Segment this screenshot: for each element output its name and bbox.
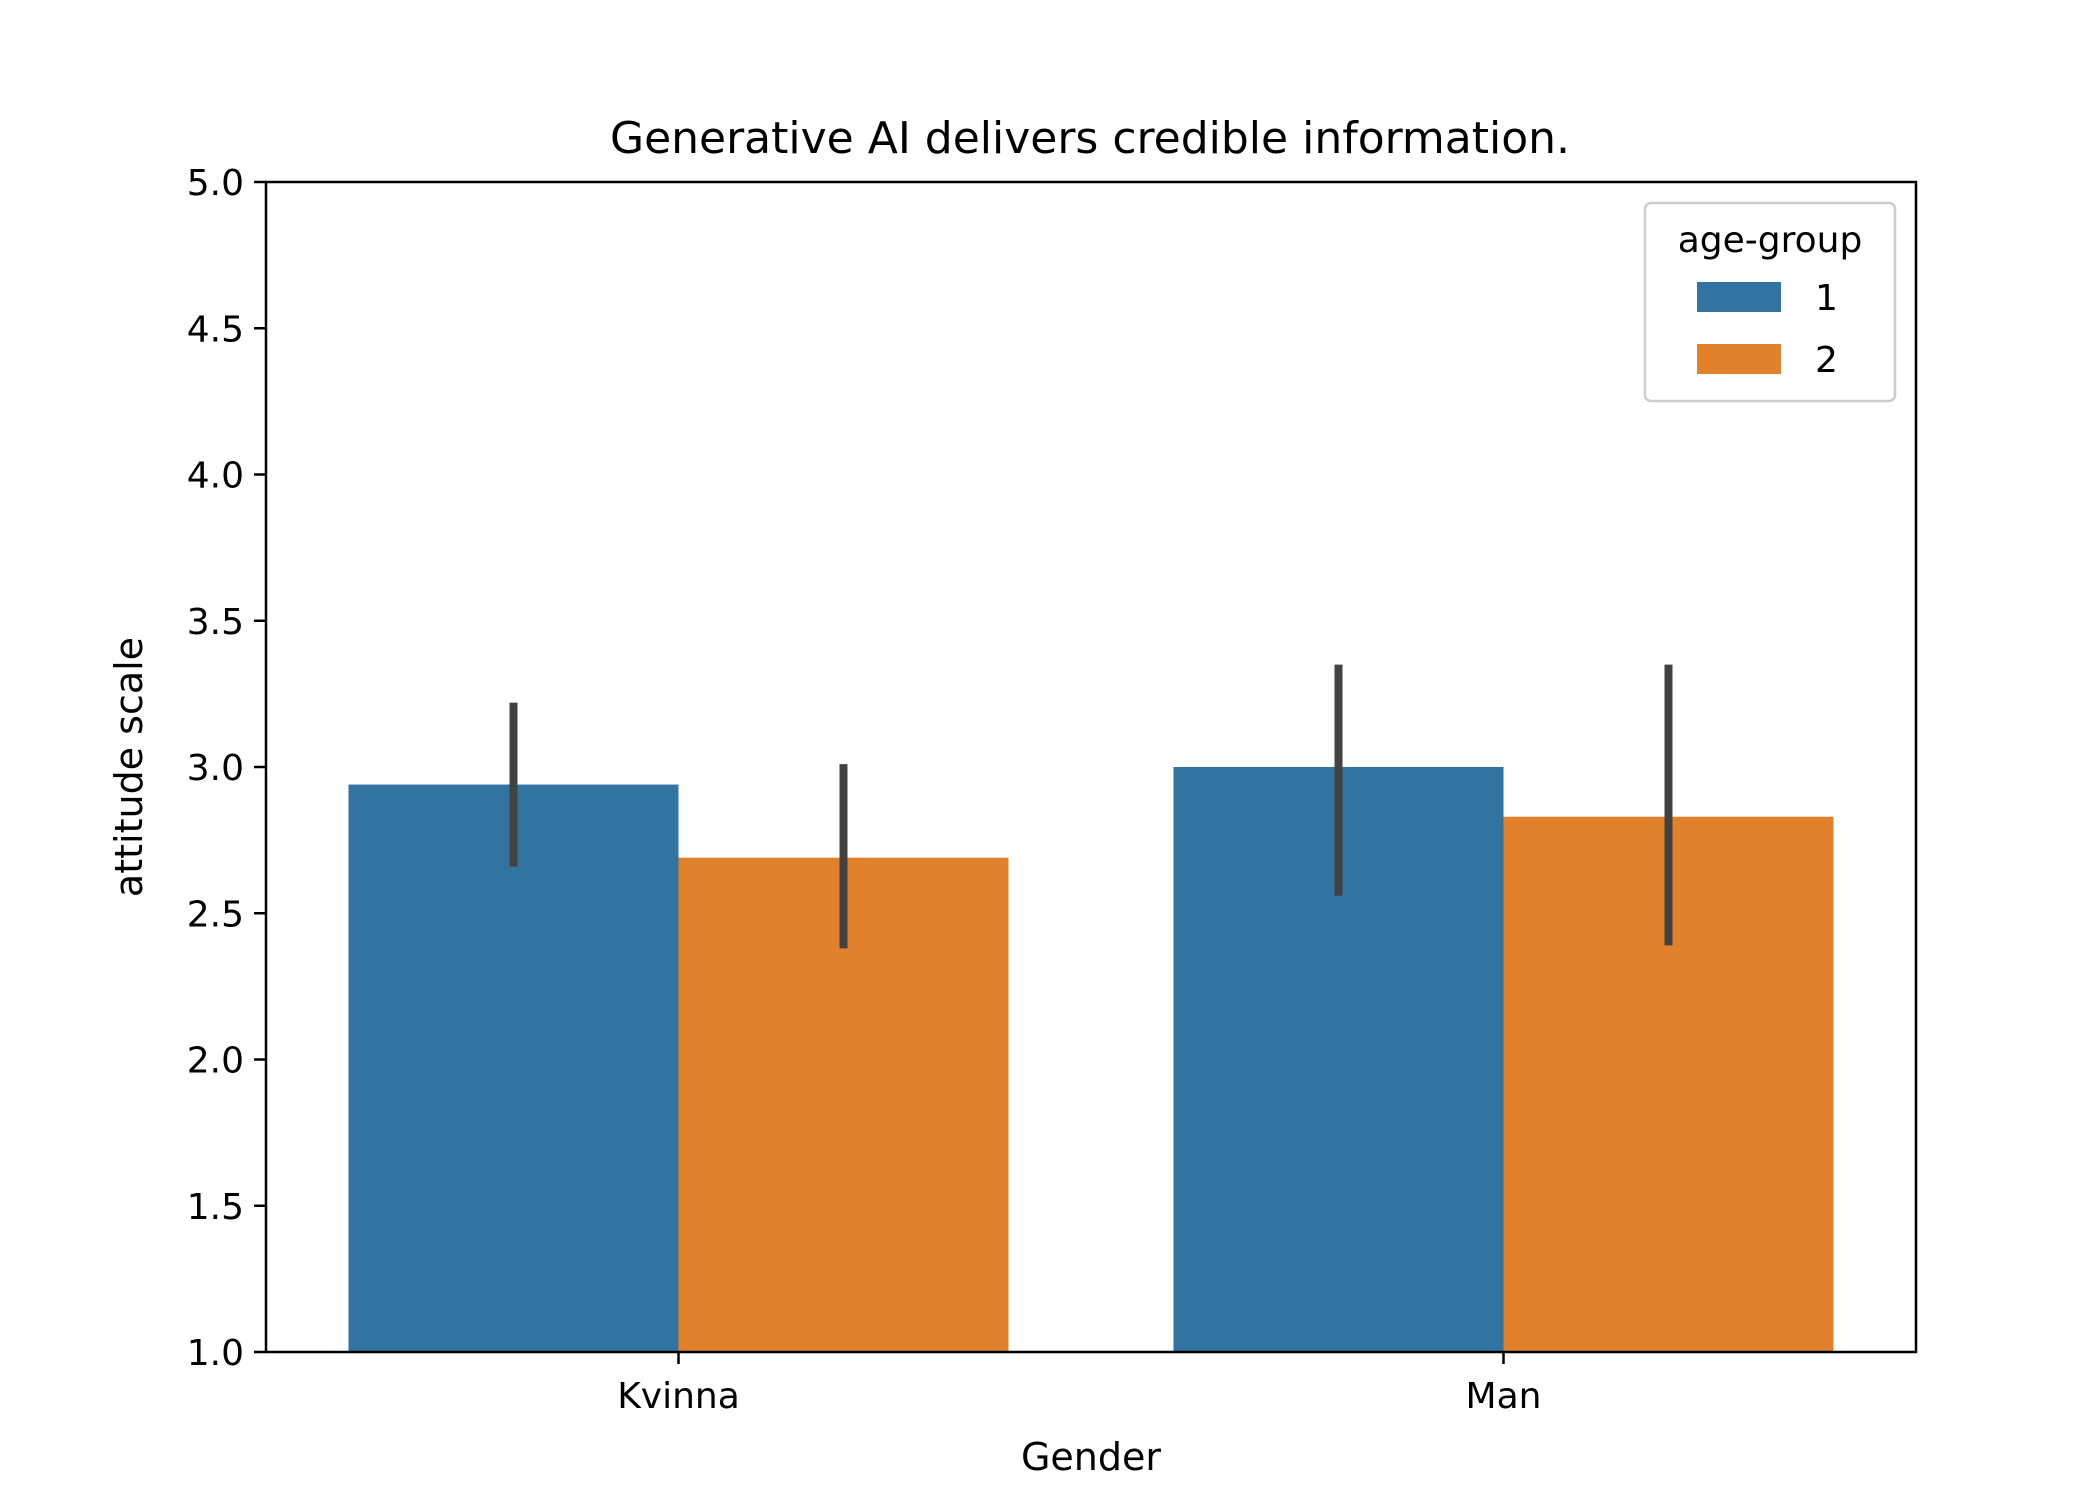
y-tick-label: 3.5 <box>187 602 244 643</box>
x-tick-label-kvinna: Kvinna <box>617 1376 740 1417</box>
bar-kvinna-group-1 <box>348 784 679 1352</box>
y-tick-label: 4.0 <box>187 456 244 497</box>
y-tick-label: 1.5 <box>187 1187 244 1228</box>
y-tick-label: 5.0 <box>187 163 244 204</box>
legend-swatch-1 <box>1697 282 1781 312</box>
legend-label-1: 1 <box>1815 278 1838 319</box>
y-tick-label: 2.5 <box>187 894 244 935</box>
x-axis-label: Gender <box>1021 1435 1161 1479</box>
error-bars-layer <box>509 664 1673 949</box>
y-tick-label: 3.0 <box>187 748 244 789</box>
x-axis: Kvinna Man <box>617 1352 1541 1417</box>
chart-title: Generative AI delivers credible informat… <box>610 113 1570 164</box>
bars-layer <box>348 767 1834 1352</box>
legend: age-group 12 <box>1643 201 1897 403</box>
x-tick-label-man: Man <box>1466 1376 1542 1417</box>
legend-label-2: 2 <box>1815 340 1838 381</box>
y-tick-label: 1.0 <box>187 1333 244 1374</box>
y-tick-label: 4.5 <box>187 309 244 350</box>
y-axis-label: attitude scale <box>107 637 151 897</box>
y-tick-label: 2.0 <box>187 1041 244 1082</box>
legend-swatch-2 <box>1697 344 1781 374</box>
y-axis: 1.0 1.5 2.0 2.5 3.0 3.5 4.0 4.5 5.0 <box>187 163 266 1374</box>
legend-title: age-group <box>1678 220 1863 261</box>
legend-items: 12 <box>1697 278 1838 381</box>
